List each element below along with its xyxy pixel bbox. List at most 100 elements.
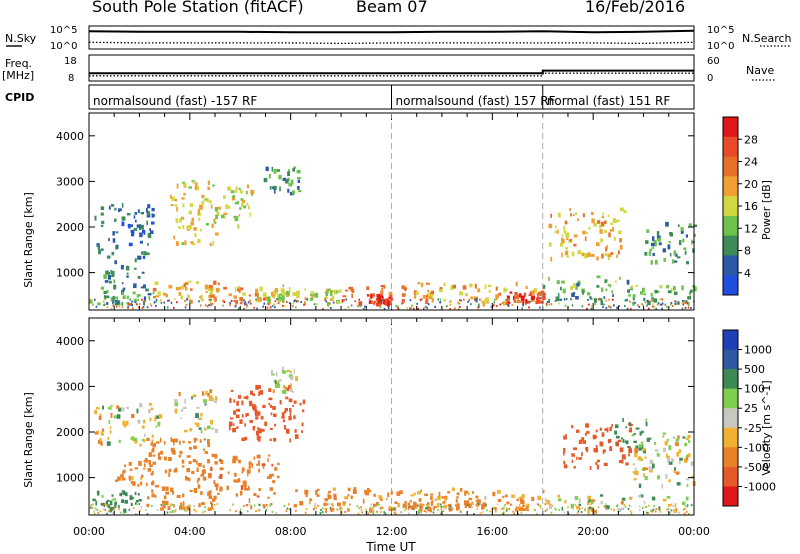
heatmap-cell bbox=[564, 220, 568, 225]
heatmap-cell bbox=[602, 449, 606, 453]
freq-tick-bottom: 8 bbox=[68, 73, 74, 84]
heatmap-cell bbox=[514, 295, 518, 299]
heatmap-cell bbox=[174, 399, 178, 403]
heatmap-cell bbox=[246, 510, 249, 513]
heatmap-cell bbox=[121, 475, 124, 479]
heatmap-cell bbox=[675, 471, 680, 475]
heatmap-cell bbox=[144, 509, 147, 512]
heatmap-cell bbox=[647, 437, 652, 440]
heatmap-cell bbox=[664, 441, 668, 446]
heatmap-cell bbox=[143, 296, 147, 301]
heatmap-cell bbox=[278, 296, 283, 301]
heatmap-cell bbox=[157, 452, 161, 458]
heatmap-cell bbox=[428, 296, 432, 300]
heatmap-cell bbox=[134, 267, 137, 270]
heatmap-cell bbox=[672, 286, 676, 291]
heatmap-cell bbox=[295, 509, 297, 512]
heatmap-cell bbox=[538, 291, 542, 296]
heatmap-cell bbox=[618, 250, 620, 255]
heatmap-cell bbox=[637, 304, 639, 307]
heatmap-cell bbox=[573, 283, 577, 288]
heatmap-cell bbox=[642, 467, 645, 471]
heatmap-cell bbox=[296, 177, 301, 179]
heatmap-cell bbox=[199, 304, 202, 307]
velocity-colorbar-swatch-7 bbox=[723, 466, 738, 487]
heatmap-cell bbox=[620, 501, 624, 505]
heatmap-cell bbox=[480, 300, 484, 303]
heatmap-cell bbox=[151, 489, 154, 493]
heatmap-cell bbox=[237, 307, 240, 310]
heatmap-cell bbox=[614, 430, 617, 435]
heatmap-cell bbox=[142, 467, 146, 470]
heatmap-cell bbox=[207, 507, 212, 511]
heatmap-cell bbox=[155, 304, 157, 307]
heatmap-cell bbox=[564, 500, 567, 504]
heatmap-cell bbox=[630, 512, 633, 515]
heatmap-cell bbox=[628, 496, 632, 500]
heatmap-cell bbox=[239, 490, 243, 496]
heatmap-cell bbox=[667, 503, 671, 507]
heatmap-cell bbox=[293, 504, 297, 508]
heatmap-cell bbox=[208, 490, 212, 495]
heatmap-cell bbox=[89, 298, 92, 301]
heatmap-cell bbox=[442, 510, 445, 513]
heatmap-cell bbox=[443, 282, 446, 287]
heatmap-cell bbox=[233, 399, 236, 403]
heatmap-cell bbox=[96, 430, 99, 435]
heatmap-cell bbox=[577, 510, 580, 513]
heatmap-cell bbox=[103, 503, 106, 506]
heatmap-cell bbox=[186, 468, 190, 473]
heatmap-cell bbox=[236, 426, 239, 429]
heatmap-cell bbox=[189, 428, 193, 432]
heatmap-cell bbox=[477, 307, 480, 310]
heatmap-cell bbox=[235, 479, 238, 483]
heatmap-cell bbox=[431, 507, 433, 510]
heatmap-cell bbox=[181, 506, 186, 510]
heatmap-cell bbox=[299, 501, 304, 506]
heatmap-cell bbox=[210, 501, 212, 505]
heatmap-cell bbox=[207, 425, 211, 429]
heatmap-cell bbox=[372, 509, 375, 512]
heatmap-cell bbox=[134, 212, 138, 215]
heatmap-cell bbox=[146, 513, 149, 515]
heatmap-cell bbox=[415, 506, 417, 509]
heatmap-cell bbox=[273, 168, 277, 174]
heatmap-cell bbox=[686, 302, 689, 305]
heatmap-cell bbox=[361, 511, 364, 514]
heatmap-cell bbox=[402, 505, 406, 508]
heatmap-cell bbox=[685, 496, 689, 501]
heatmap-cell bbox=[235, 304, 237, 307]
heatmap-cell bbox=[631, 302, 634, 305]
heatmap-cell bbox=[613, 236, 616, 241]
date-label: 16/Feb/2016 bbox=[585, 0, 686, 16]
heatmap-cell bbox=[122, 490, 126, 495]
heatmap-cell bbox=[459, 299, 461, 302]
heatmap-cell bbox=[209, 292, 213, 295]
heatmap-cell bbox=[295, 489, 298, 492]
heatmap-cell bbox=[514, 292, 518, 296]
heatmap-cell bbox=[151, 215, 154, 218]
heatmap-cell bbox=[171, 490, 175, 495]
heatmap-cell bbox=[230, 389, 234, 392]
heatmap-cell bbox=[180, 408, 184, 412]
heatmap-cell bbox=[173, 306, 175, 309]
heatmap-cell bbox=[616, 254, 618, 258]
heatmap-cell bbox=[632, 294, 636, 298]
heatmap-cell bbox=[569, 239, 573, 242]
heatmap-cell bbox=[485, 504, 487, 507]
heatmap-cell bbox=[142, 229, 145, 234]
heatmap-cell bbox=[466, 504, 469, 507]
heatmap-cell bbox=[256, 463, 260, 466]
heatmap-cell bbox=[100, 286, 105, 290]
heatmap-cell bbox=[638, 444, 643, 448]
heatmap-cell bbox=[283, 384, 286, 389]
heatmap-cell bbox=[204, 284, 209, 289]
heatmap-cell bbox=[118, 504, 120, 509]
heatmap-cell bbox=[258, 508, 261, 511]
heatmap-cell bbox=[201, 201, 205, 205]
heatmap-cell bbox=[507, 304, 509, 307]
heatmap-cell bbox=[651, 299, 654, 302]
heatmap-cell bbox=[475, 300, 478, 303]
time-tick-label-0: 00:00 bbox=[73, 525, 105, 538]
